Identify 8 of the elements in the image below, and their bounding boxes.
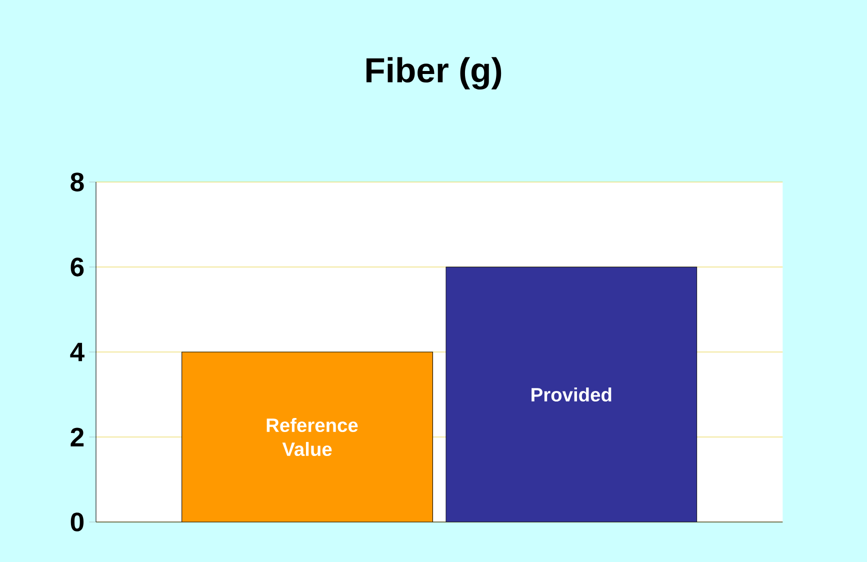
y-tick-label: 6 — [70, 258, 84, 276]
y-tick-label: 0 — [70, 512, 84, 532]
x-tick-label: Reference Value — [266, 418, 358, 456]
x-tick-label: Provided — [532, 387, 612, 402]
y-tick-label: 8 — [70, 172, 84, 192]
y-tick-label: 4 — [70, 342, 84, 362]
chart-title: Fiber (g) — [366, 57, 502, 90]
y-tick-label: 2 — [70, 428, 84, 446]
